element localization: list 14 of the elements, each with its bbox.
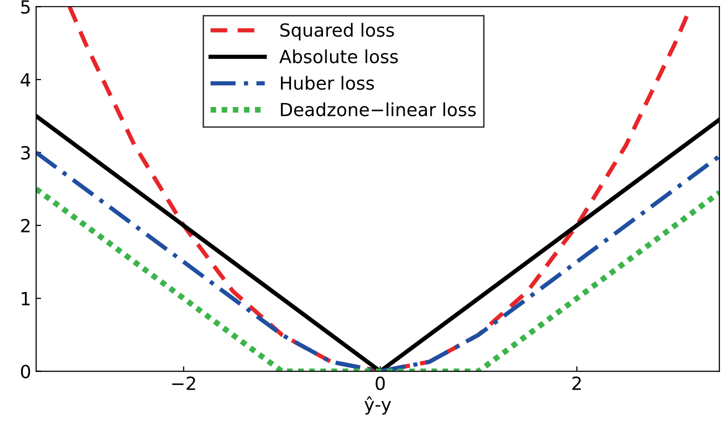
x-tick-label: −2: [172, 376, 196, 390]
legend-label: Huber loss: [280, 76, 374, 90]
y-tick-label: 3: [21, 146, 30, 160]
x-tick-label: 0: [376, 376, 385, 390]
legend-label: Deadzone−linear loss: [280, 102, 476, 116]
y-tick-label: 5: [21, 0, 30, 14]
y-tick-label: 2: [21, 218, 30, 232]
legend-label: Squared loss: [280, 22, 394, 40]
legend-label: Absolute loss: [279, 49, 398, 64]
y-tick-label: 1: [22, 292, 30, 306]
y-tick-label: 4: [20, 73, 30, 86]
x-axis-title: ŷ-y: [364, 396, 392, 415]
y-tick-label: 0: [20, 364, 30, 378]
x-tick-label: 2: [572, 376, 581, 390]
